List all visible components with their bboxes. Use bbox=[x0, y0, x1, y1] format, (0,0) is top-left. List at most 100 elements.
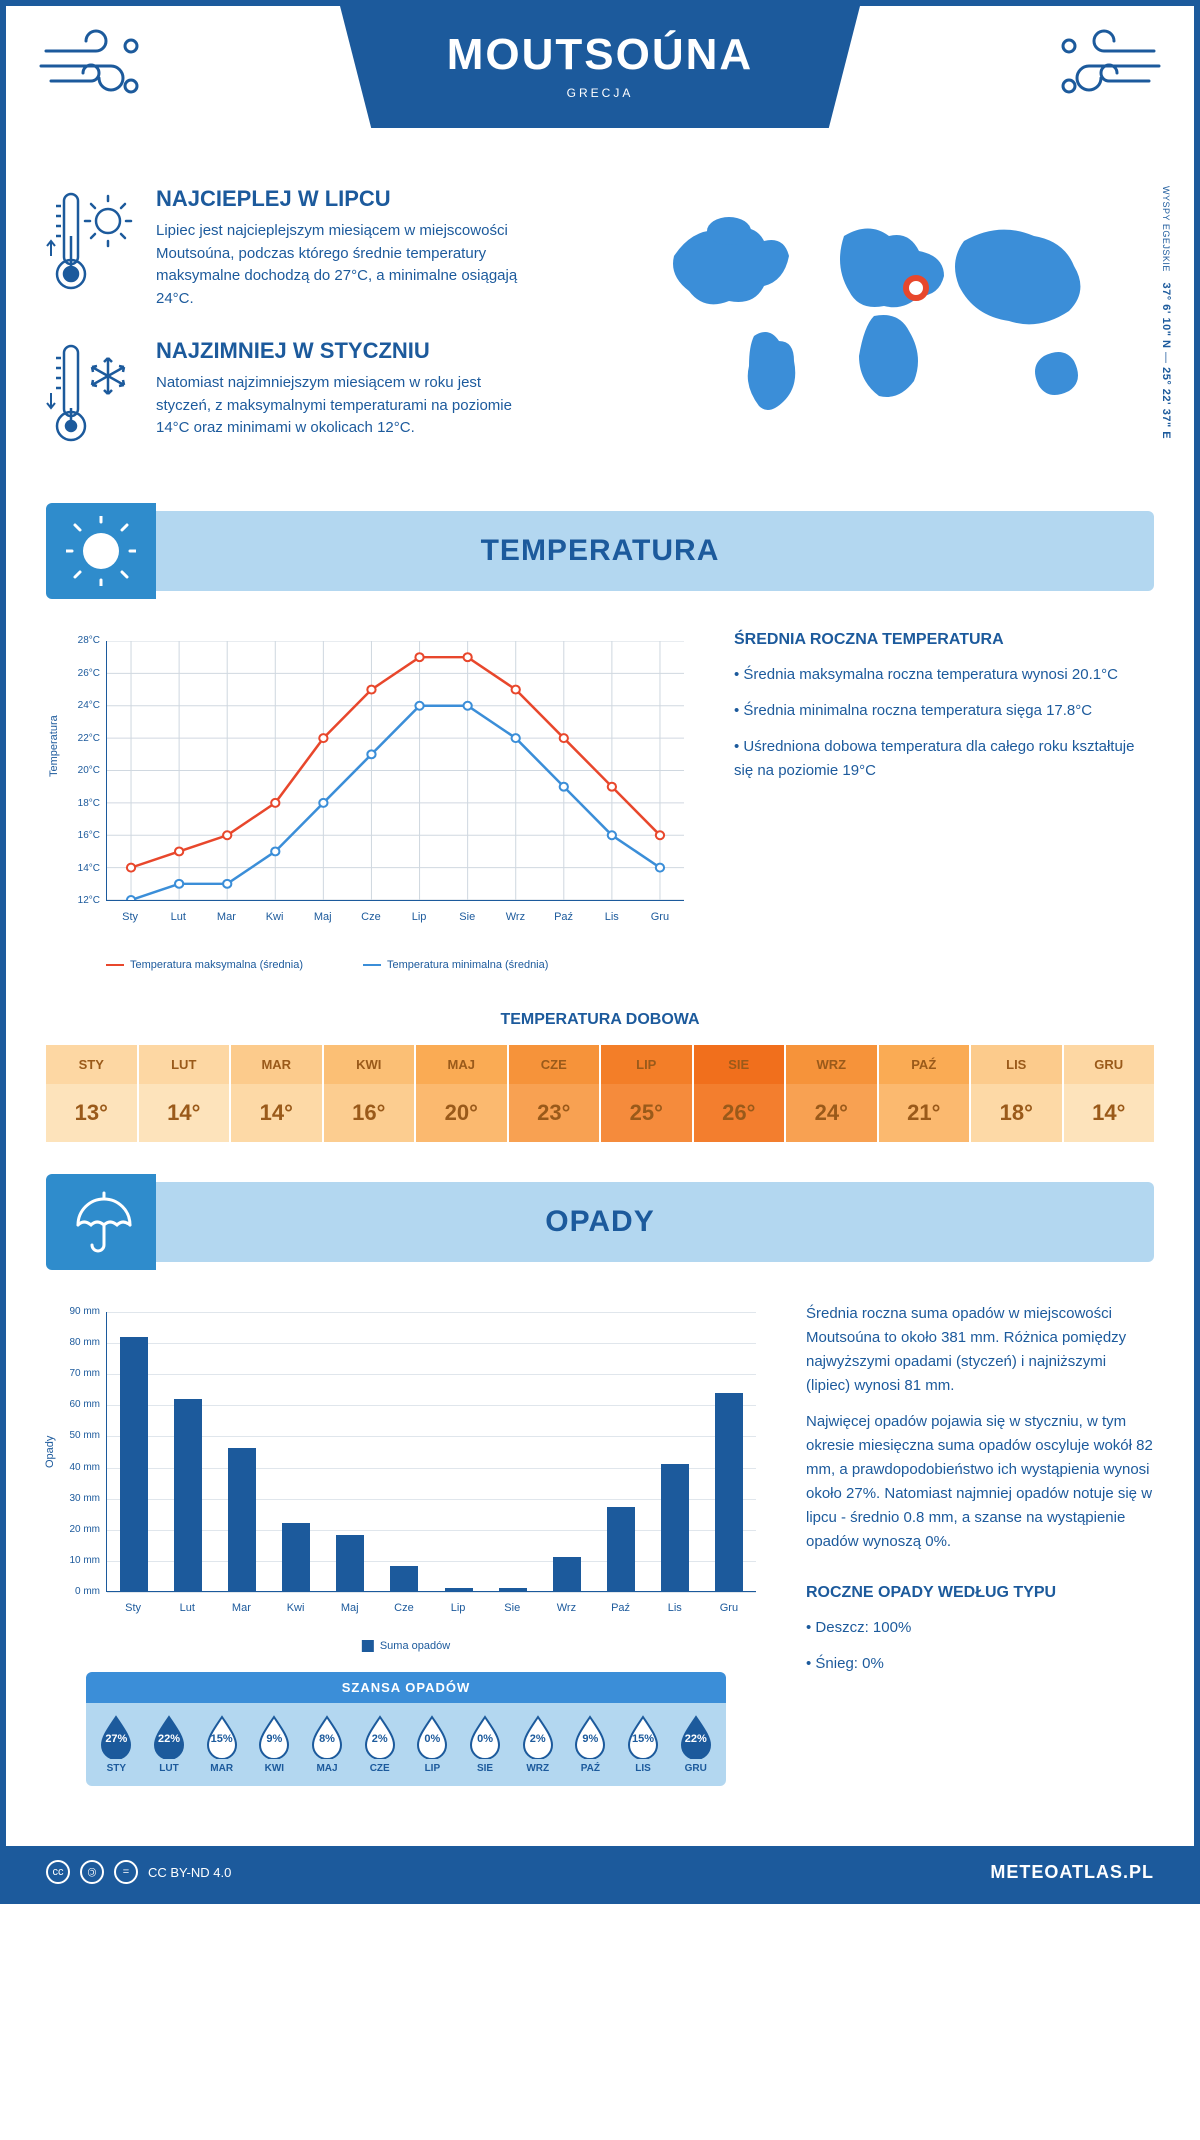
bar bbox=[390, 1566, 418, 1591]
world-map: WYSPY EGEJSKIE 37° 6' 10" N — 25° 22' 37… bbox=[634, 186, 1154, 481]
bytype-item: Śnieg: 0% bbox=[806, 1652, 1154, 1676]
temp-cell: PAŹ21° bbox=[879, 1045, 972, 1142]
chance-cell: 9%KWI bbox=[248, 1715, 301, 1774]
chance-cell: 15%LIS bbox=[617, 1715, 670, 1774]
cc-icon: cc bbox=[46, 1860, 70, 1884]
rain-summary: Średnia roczna suma opadów w miejscowośc… bbox=[806, 1302, 1154, 1816]
chance-cell: 8%MAJ bbox=[301, 1715, 354, 1774]
x-tick: Sty bbox=[125, 1602, 141, 1614]
chance-cell: 2%CZE bbox=[353, 1715, 406, 1774]
x-tick: Lut bbox=[171, 911, 186, 923]
x-tick: Kwi bbox=[266, 911, 284, 923]
rain-banner: OPADY bbox=[46, 1182, 1154, 1262]
license-text: CC BY-ND 4.0 bbox=[148, 1865, 231, 1880]
y-tick: 50 mm bbox=[56, 1430, 100, 1441]
raindrop-icon: 22% bbox=[151, 1715, 187, 1759]
raindrop-icon: 9% bbox=[572, 1715, 608, 1759]
y-tick: 20 mm bbox=[56, 1524, 100, 1535]
chance-cell: 9%PAŹ bbox=[564, 1715, 617, 1774]
temp-cell: GRU14° bbox=[1064, 1045, 1155, 1142]
thermometer-snow-icon bbox=[46, 338, 136, 453]
raindrop-icon: 15% bbox=[625, 1715, 661, 1759]
chance-cell: 0%SIE bbox=[459, 1715, 512, 1774]
raindrop-icon: 15% bbox=[204, 1715, 240, 1759]
thermometer-sun-icon bbox=[46, 186, 136, 310]
x-tick: Lip bbox=[451, 1602, 466, 1614]
summary-title: ŚREDNIA ROCZNA TEMPERATURA bbox=[734, 631, 1154, 649]
coldest-text: Natomiast najzimniejszym miesiącem w rok… bbox=[156, 372, 536, 440]
bar bbox=[120, 1337, 148, 1591]
temp-cell: KWI16° bbox=[324, 1045, 417, 1142]
x-tick: Sie bbox=[504, 1602, 520, 1614]
chance-cell: 22%GRU bbox=[669, 1715, 722, 1774]
x-tick: Sty bbox=[122, 911, 138, 923]
raindrop-icon: 22% bbox=[678, 1715, 714, 1759]
bar bbox=[715, 1393, 743, 1591]
y-tick: 0 mm bbox=[56, 1586, 100, 1597]
chance-cell: 2%WRZ bbox=[511, 1715, 564, 1774]
temp-cell: STY13° bbox=[46, 1045, 139, 1142]
temp-cell: MAR14° bbox=[231, 1045, 324, 1142]
temperature-summary: ŚREDNIA ROCZNA TEMPERATURA Średnia maksy… bbox=[734, 631, 1154, 971]
x-tick: Wrz bbox=[506, 911, 525, 923]
bar bbox=[499, 1588, 527, 1591]
y-tick: 90 mm bbox=[56, 1306, 100, 1317]
chance-cell: 15%MAR bbox=[195, 1715, 248, 1774]
umbrella-icon bbox=[46, 1174, 156, 1270]
raindrop-icon: 9% bbox=[256, 1715, 292, 1759]
raindrop-icon: 0% bbox=[467, 1715, 503, 1759]
x-tick: Lis bbox=[605, 911, 619, 923]
chart-legend: Suma opadów bbox=[362, 1640, 450, 1652]
y-tick: 12°C bbox=[66, 895, 100, 906]
x-tick: Gru bbox=[651, 911, 669, 923]
header: MOUTSOÚNA GRECJA bbox=[6, 6, 1194, 186]
y-tick: 20°C bbox=[66, 765, 100, 776]
x-tick: Mar bbox=[217, 911, 236, 923]
hottest-block: NAJCIEPLEJ W LIPCU Lipiec jest najcieple… bbox=[46, 186, 604, 310]
raindrop-icon: 2% bbox=[520, 1715, 556, 1759]
bar bbox=[282, 1523, 310, 1591]
y-tick: 14°C bbox=[66, 863, 100, 874]
page-subtitle: GRECJA bbox=[340, 86, 860, 100]
temp-cell: WRZ24° bbox=[786, 1045, 879, 1142]
title-banner: MOUTSOÚNA GRECJA bbox=[340, 6, 860, 128]
coordinates: WYSPY EGEJSKIE 37° 6' 10" N — 25° 22' 37… bbox=[1160, 186, 1172, 439]
y-tick: 40 mm bbox=[56, 1462, 100, 1473]
x-tick: Lis bbox=[668, 1602, 682, 1614]
chance-cell: 22%LUT bbox=[143, 1715, 196, 1774]
site-name: METEOATLAS.PL bbox=[990, 1862, 1154, 1883]
chart-ylabel: Temperatura bbox=[48, 715, 60, 777]
x-tick: Lip bbox=[412, 911, 427, 923]
wind-icon bbox=[36, 26, 156, 111]
rain-bar-chart: Opady Suma opadów 0 mm10 mm20 mm30 mm40 … bbox=[46, 1302, 766, 1662]
x-tick: Paź bbox=[611, 1602, 630, 1614]
x-tick: Sie bbox=[459, 911, 475, 923]
x-tick: Cze bbox=[394, 1602, 414, 1614]
bar bbox=[336, 1535, 364, 1591]
y-tick: 22°C bbox=[66, 733, 100, 744]
legend-min: Temperatura minimalna (średnia) bbox=[363, 959, 548, 971]
hottest-title: NAJCIEPLEJ W LIPCU bbox=[156, 186, 536, 212]
rain-chance-strip: SZANSA OPADÓW 27%STY22%LUT15%MAR9%KWI8%M… bbox=[86, 1672, 726, 1786]
raindrop-icon: 8% bbox=[309, 1715, 345, 1759]
raindrop-icon: 0% bbox=[414, 1715, 450, 1759]
x-tick: Maj bbox=[341, 1602, 359, 1614]
raindrop-icon: 2% bbox=[362, 1715, 398, 1759]
summary-item: Średnia maksymalna roczna temperatura wy… bbox=[734, 663, 1154, 687]
y-tick: 30 mm bbox=[56, 1493, 100, 1504]
summary-item: Średnia minimalna roczna temperatura się… bbox=[734, 699, 1154, 723]
temp-cell: CZE23° bbox=[509, 1045, 602, 1142]
x-tick: Kwi bbox=[287, 1602, 305, 1614]
bar bbox=[553, 1557, 581, 1591]
chance-cell: 27%STY bbox=[90, 1715, 143, 1774]
nd-icon: = bbox=[114, 1860, 138, 1884]
bar bbox=[607, 1507, 635, 1591]
bar bbox=[661, 1464, 689, 1591]
temp-cell: LIP25° bbox=[601, 1045, 694, 1142]
x-tick: Wrz bbox=[557, 1602, 576, 1614]
y-tick: 80 mm bbox=[56, 1337, 100, 1348]
y-tick: 28°C bbox=[66, 635, 100, 646]
temperature-line-chart: Temperatura Temperatura maksymalna (śred… bbox=[46, 631, 694, 971]
bar bbox=[445, 1588, 473, 1591]
x-tick: Lut bbox=[180, 1602, 195, 1614]
